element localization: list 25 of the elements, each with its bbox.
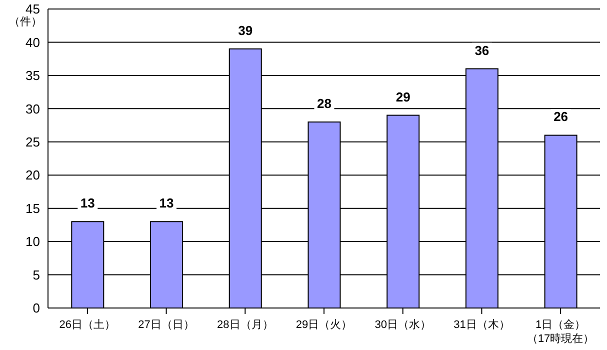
y-tick-label: 45	[26, 2, 40, 17]
data-label: 13	[159, 196, 174, 211]
y-axis-title: （件）	[9, 16, 42, 28]
x-tick-label: 1日（金）（17時現在）	[526, 319, 594, 345]
data-label: 13	[80, 196, 95, 211]
data-label: 39	[238, 22, 253, 38]
y-tick-label: 20	[26, 168, 40, 183]
x-tick-label: 29日（火）	[296, 318, 352, 331]
data-label: 28	[316, 96, 332, 111]
data-label: 26	[554, 109, 568, 124]
y-tick-label: 30	[26, 101, 40, 116]
y-tick-label: 35	[26, 68, 40, 84]
x-tick-label: 27日（日）	[138, 319, 194, 331]
x-tick-label: 31日（木）	[454, 318, 510, 331]
data-label: 36	[474, 42, 490, 58]
x-tick-label: 26日（土）	[59, 318, 116, 331]
y-tick-label: 25	[26, 134, 40, 150]
y-tick-label: 10	[26, 234, 40, 250]
data-label: 29	[396, 89, 410, 104]
x-tick-label: 30日（水）	[374, 318, 431, 331]
y-tick-label: 5	[32, 267, 40, 282]
y-tick-label: 40	[26, 34, 40, 50]
y-tick-label: 15	[26, 200, 40, 216]
x-tick-label: 28日（月）	[217, 319, 274, 331]
y-tick-label: 0	[32, 300, 40, 316]
